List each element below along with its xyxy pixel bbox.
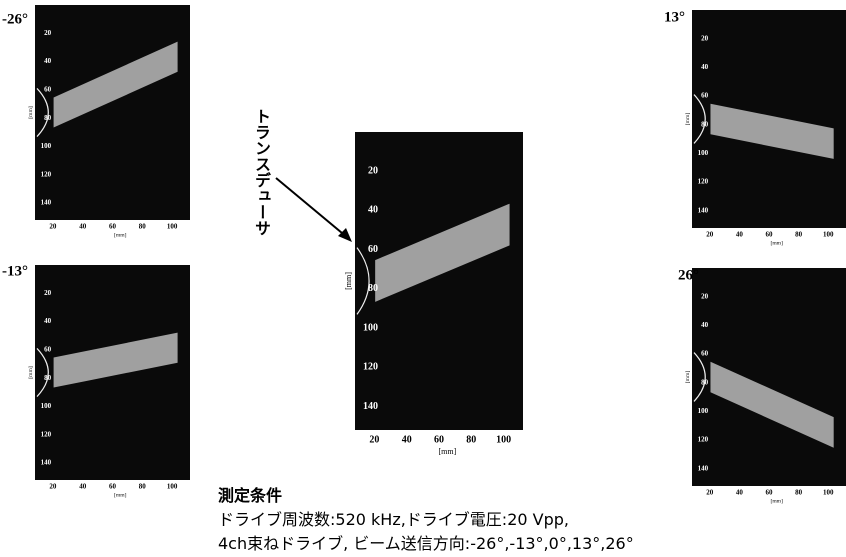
x-tick-label: 40 (402, 434, 412, 445)
x-tick-label: 100 (167, 223, 178, 231)
y-tick-label: 40 (701, 63, 709, 71)
x-tick-label: 100 (823, 489, 834, 497)
arrow (276, 178, 348, 238)
y-axis-label: [mm] (344, 272, 353, 290)
y-tick-label: 140 (363, 401, 378, 412)
y-tick-label: 60 (701, 350, 709, 358)
x-tick-label: 80 (795, 231, 803, 239)
x-tick-label: 40 (736, 489, 744, 497)
y-tick-label: 140 (41, 199, 52, 207)
x-axis-label: [mm] (770, 499, 783, 505)
x-tick-label: 60 (109, 483, 117, 491)
y-tick-label: 80 (701, 378, 709, 386)
y-tick-label: 80 (44, 114, 52, 122)
x-tick-label: 80 (139, 223, 147, 231)
x-tick-label: 60 (109, 223, 117, 231)
y-tick-label: 120 (363, 362, 378, 373)
x-tick-label: 100 (167, 483, 178, 491)
arrow-head (338, 228, 352, 242)
y-tick-label: 120 (41, 170, 52, 178)
y-tick-label: 100 (363, 322, 378, 333)
y-tick-label: 20 (44, 29, 52, 37)
y-tick-label: 100 (41, 142, 52, 150)
x-axis-label: [mm] (770, 241, 783, 247)
angle-label: -13° (2, 263, 28, 279)
figure: -26° 20 40 60 80 100 120 140 20 40 60 80 100 [mm] [mm]… (0, 0, 846, 557)
y-tick-label: 60 (44, 85, 52, 93)
x-tick-label: 40 (79, 223, 87, 231)
x-tick-label: 40 (736, 231, 744, 239)
y-tick-label: 60 (368, 244, 378, 255)
caption-heading: 測定条件 (218, 482, 282, 506)
x-tick-label: 20 (706, 231, 714, 239)
y-axis-label: [mm] (685, 113, 691, 126)
y-tick-label: 40 (368, 205, 378, 216)
y-tick-label: 140 (41, 459, 52, 467)
x-tick-label: 60 (434, 434, 444, 445)
x-axis-label: [mm] (114, 493, 127, 499)
y-tick-label: 120 (698, 436, 709, 444)
x-tick-label: 100 (823, 231, 834, 239)
x-tick-label: 60 (766, 231, 774, 239)
y-axis-label: [mm] (28, 106, 34, 119)
y-tick-label: 80 (701, 120, 709, 128)
x-tick-label: 20 (49, 223, 57, 231)
y-tick-label: 120 (698, 178, 709, 186)
x-axis-label: [mm] (439, 447, 457, 456)
y-tick-label: 120 (41, 430, 52, 438)
angle-label: 26° (678, 267, 699, 283)
x-tick-label: 100 (496, 434, 511, 445)
y-tick-label: 100 (698, 149, 709, 157)
y-tick-label: 60 (44, 345, 52, 353)
y-axis-label: [mm] (685, 371, 691, 384)
y-tick-label: 80 (44, 374, 52, 382)
x-tick-label: 80 (466, 434, 476, 445)
figure-canvas: -26° 20 40 60 80 100 120 140 20 40 60 80 100 [mm] [mm]… (0, 0, 846, 557)
x-tick-label: 20 (369, 434, 379, 445)
y-tick-label: 40 (701, 321, 709, 329)
y-tick-label: 20 (701, 34, 709, 42)
x-tick-label: 20 (706, 489, 714, 497)
x-tick-label: 80 (795, 489, 803, 497)
y-tick-label: 80 (368, 283, 378, 294)
angle-label: -26° (2, 11, 28, 27)
y-tick-label: 100 (698, 407, 709, 415)
y-tick-label: 140 (698, 464, 709, 472)
y-tick-label: 20 (701, 292, 709, 300)
transducer-label: トランスデューサ (249, 108, 273, 236)
y-tick-label: 20 (44, 289, 52, 297)
y-axis-label: [mm] (28, 366, 34, 379)
y-tick-label: 140 (698, 206, 709, 214)
caption-line: ドライブ周波数:520 kHz,ドライブ電圧:20 Vpp, (218, 506, 569, 530)
angle-label: 13° (664, 9, 685, 25)
x-tick-label: 60 (766, 489, 774, 497)
y-tick-label: 40 (44, 317, 52, 325)
y-tick-label: 40 (44, 57, 52, 65)
x-tick-label: 40 (79, 483, 87, 491)
x-tick-label: 20 (49, 483, 57, 491)
y-tick-label: 20 (368, 166, 378, 177)
x-axis-label: [mm] (114, 233, 127, 239)
caption-line: 4ch束ねドライブ, ビーム送信方向:-26°,-13°,0°,13°,26° (218, 530, 634, 554)
y-tick-label: 100 (41, 402, 52, 410)
y-tick-label: 60 (701, 92, 709, 100)
x-tick-label: 80 (139, 483, 147, 491)
